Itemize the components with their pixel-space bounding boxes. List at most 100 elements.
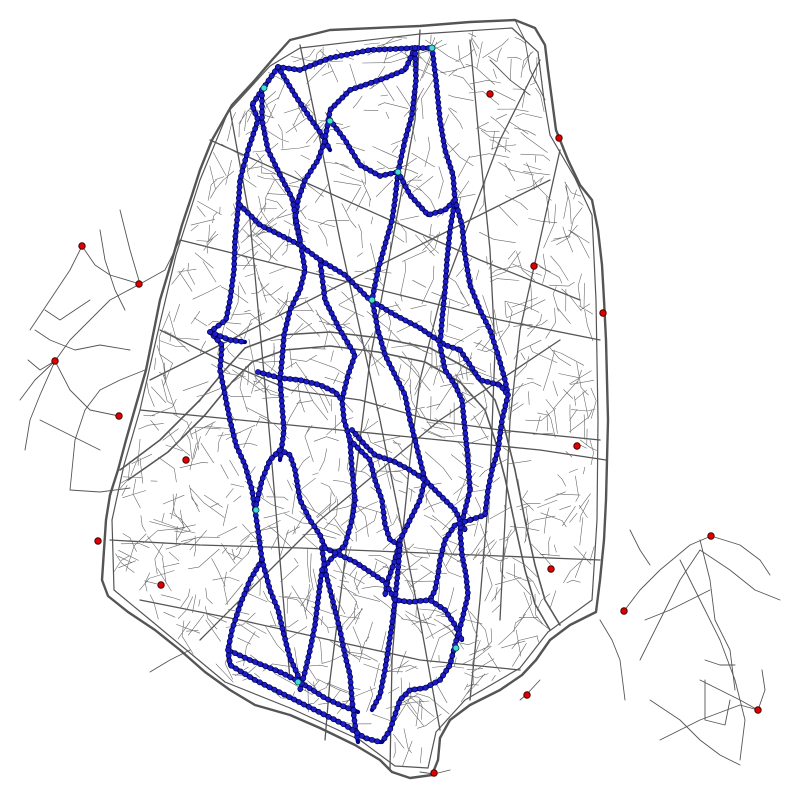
route-node: [466, 278, 473, 284]
route-node: [312, 621, 318, 628]
route-node: [489, 333, 496, 340]
route-node: [417, 459, 424, 466]
route-node: [276, 447, 283, 454]
route-node: [262, 663, 269, 669]
route-node: [281, 181, 288, 188]
route-node: [259, 109, 265, 115]
route-node: [324, 577, 331, 584]
route-node: [344, 534, 350, 541]
route-node: [464, 589, 471, 596]
route-node: [498, 424, 504, 431]
route-node: [279, 625, 286, 632]
route-node: [419, 487, 426, 494]
route-node: [479, 377, 486, 384]
route-node: [260, 125, 267, 132]
route-node: [492, 344, 499, 351]
route-node: [461, 419, 468, 426]
route-node: [235, 195, 242, 201]
route-node: [442, 148, 449, 155]
route-node: [292, 376, 299, 383]
route-node: [495, 381, 502, 388]
route-node: [340, 134, 347, 141]
route-node: [490, 461, 497, 468]
route-node: [293, 477, 300, 484]
route-node: [231, 255, 238, 262]
route-node: [340, 390, 347, 397]
route-node: [416, 498, 423, 505]
route-node: [433, 579, 440, 586]
route-node: [279, 436, 286, 442]
route-node: [348, 455, 355, 461]
route-node: [352, 497, 358, 503]
route-node: [262, 136, 269, 142]
route-node: [370, 704, 377, 710]
route-node: [217, 362, 224, 369]
route-node: [393, 585, 399, 592]
route-node: [406, 518, 413, 524]
route-node: [254, 496, 261, 503]
route-node: [312, 61, 318, 67]
route-node: [356, 562, 363, 568]
route-node: [463, 600, 469, 607]
route-node: [459, 402, 466, 409]
route-node: [377, 173, 383, 179]
route-node: [263, 464, 270, 471]
route-node: [392, 312, 399, 319]
route-node: [498, 418, 505, 425]
route-node: [372, 313, 379, 320]
route-node: [394, 705, 401, 711]
route-node: [227, 337, 234, 343]
route-node: [448, 218, 455, 225]
route-node: [357, 162, 364, 169]
route-node: [448, 527, 455, 533]
route-node: [350, 712, 357, 719]
route-node: [264, 578, 271, 585]
route-node: [390, 607, 397, 614]
route-node: [453, 625, 460, 632]
route-node: [258, 550, 264, 557]
route-node: [290, 238, 297, 245]
route-node: [321, 138, 328, 145]
route-node: [402, 395, 409, 402]
route-node: [271, 68, 278, 75]
route-node: [318, 572, 325, 579]
route-node: [313, 124, 320, 131]
route-node: [370, 46, 377, 53]
route-node: [292, 472, 299, 479]
route-node: [212, 331, 218, 337]
route-node: [388, 309, 394, 316]
route-node: [327, 547, 333, 554]
route-node: [432, 584, 439, 591]
route-node: [505, 392, 511, 398]
external-node: [573, 442, 581, 450]
route-node: [268, 455, 275, 461]
route-node: [404, 522, 410, 529]
route-node: [370, 571, 377, 577]
route-node: [445, 240, 452, 247]
route-node: [444, 153, 451, 160]
route-node: [407, 116, 414, 122]
route-node: [358, 448, 365, 455]
route-node: [257, 661, 264, 667]
route-node: [240, 162, 247, 169]
route-node: [314, 528, 321, 534]
route-node: [449, 169, 456, 176]
route-node: [434, 94, 441, 101]
route-node: [437, 121, 444, 128]
route-node: [393, 70, 400, 77]
route-node: [252, 125, 258, 132]
route-node: [483, 499, 490, 506]
route-node: [276, 689, 283, 696]
route-node: [320, 284, 327, 291]
route-node: [237, 668, 244, 675]
route-node: [402, 691, 409, 698]
route-node: [292, 295, 299, 302]
route-node: [306, 648, 313, 655]
route-node: [298, 187, 305, 194]
route-node: [402, 183, 409, 190]
route-node: [361, 291, 367, 297]
route-node: [456, 630, 462, 637]
route-node: [381, 245, 387, 251]
